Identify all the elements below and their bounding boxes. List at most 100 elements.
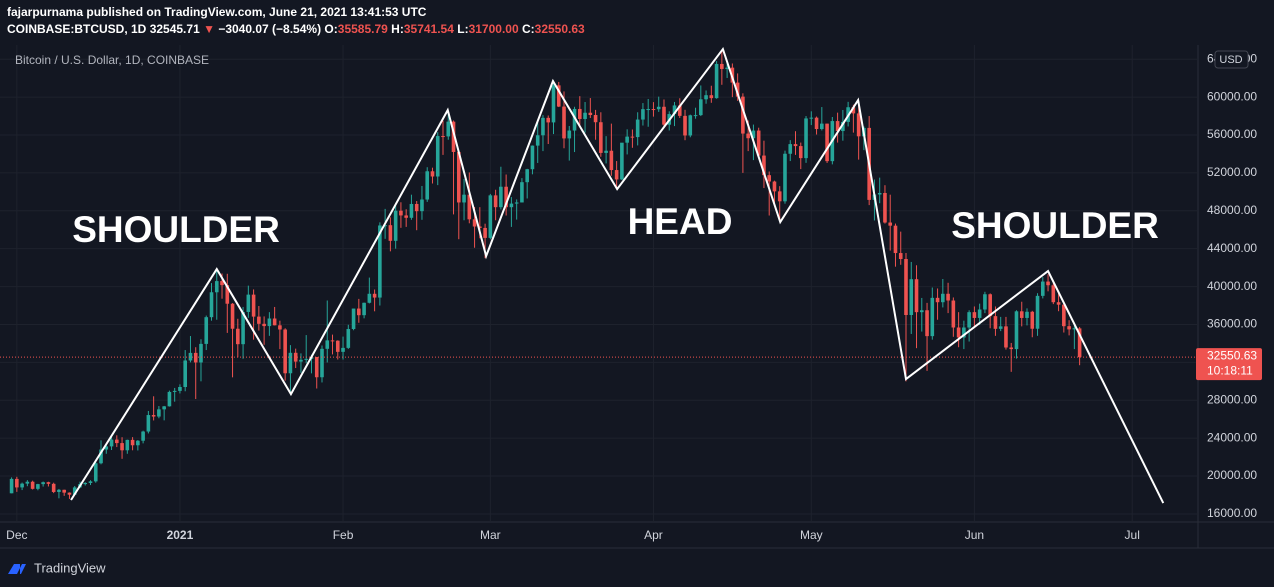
candle-body [262, 323, 266, 327]
ohlc-key: L: [457, 22, 469, 36]
candle-body [720, 63, 724, 69]
candle-body [620, 142, 624, 180]
candle-body [751, 130, 756, 139]
candle-body [525, 169, 529, 183]
candle-body [172, 390, 177, 392]
candle-body [951, 300, 956, 328]
candle-body [1025, 311, 1029, 318]
candle-body [972, 312, 977, 318]
candle-body [220, 281, 224, 286]
candle-body [425, 171, 430, 200]
annotation: HEAD [628, 201, 733, 242]
candle-body [499, 186, 503, 208]
candle-body [967, 312, 971, 328]
candle-body [541, 117, 545, 136]
candle-body [935, 297, 940, 303]
candle-body [488, 195, 493, 238]
candle-body [909, 279, 914, 315]
x-tick-label: May [800, 528, 823, 542]
candle-body [493, 195, 498, 208]
y-tick-label: 48000.00 [1207, 203, 1257, 217]
y-tick-label: 24000.00 [1207, 430, 1257, 444]
candle-body [99, 449, 103, 464]
currency: USD [1219, 54, 1242, 66]
candle-body [357, 308, 361, 316]
x-tick-label: Mar [480, 528, 501, 542]
candle-body [136, 440, 140, 446]
candle-body [520, 182, 524, 203]
candle-body [704, 95, 708, 100]
candle-body [483, 227, 487, 238]
candle-body [1009, 347, 1014, 350]
candle-body [393, 210, 398, 241]
candle-body [209, 292, 214, 318]
countdown: 10:18:11 [1207, 363, 1253, 377]
candle-body [9, 478, 14, 494]
candle-body [893, 225, 898, 254]
x-tick-label: Apr [644, 528, 663, 542]
candle-body [898, 253, 903, 260]
candle-body [115, 439, 119, 444]
y-tick-label: 16000.00 [1207, 506, 1257, 520]
ohlc-key: C: [521, 22, 535, 36]
candle-body [46, 482, 51, 484]
byline: fajarpurnama published on TradingView.co… [7, 5, 427, 19]
candle-body [362, 302, 366, 316]
candle-body [772, 181, 777, 192]
candle-body [346, 329, 351, 348]
x-tick-label: Jun [965, 528, 984, 542]
candle-body [804, 118, 808, 159]
candle-body [178, 387, 182, 391]
arrow: ▼ [203, 22, 215, 36]
candle-body [956, 327, 961, 338]
candle-body [919, 310, 924, 313]
candle-body [162, 406, 166, 410]
candle-body [888, 222, 893, 226]
ohlc-value: 32550.63 [534, 22, 585, 36]
candle-body [941, 293, 945, 303]
candle-body [672, 105, 677, 115]
candle-body [630, 136, 635, 138]
candle-body [193, 352, 198, 363]
candle-body [530, 145, 535, 170]
currency-badge [1214, 50, 1249, 69]
x-tick-label: Dec [6, 528, 27, 542]
ohlc: O:35585.79 H:35741.54 L:31700.00 C:32550… [324, 22, 584, 36]
candle-body [599, 122, 603, 153]
candle-body [320, 348, 324, 378]
candle-body [677, 105, 682, 116]
candle-body [614, 170, 619, 180]
candle-body [572, 108, 577, 131]
candle-body [551, 85, 556, 123]
candle-body [399, 210, 403, 216]
candle-body [430, 171, 435, 177]
candle-body [783, 153, 787, 202]
y-tick-label: 28000.00 [1207, 392, 1257, 406]
candle-body [688, 115, 693, 136]
candle-body [683, 115, 687, 136]
candle-body [151, 415, 156, 417]
candle-body [514, 202, 519, 204]
candle-body [577, 108, 582, 119]
candle-body [883, 192, 887, 223]
candle-body [746, 133, 750, 139]
candle-body [983, 294, 987, 310]
candle-body [1056, 302, 1061, 305]
overlay: 16000.0020000.0024000.0028000.0032000.00… [6, 46, 1262, 542]
candle-body [351, 308, 356, 330]
candle-body [699, 99, 703, 116]
candle-body [762, 155, 766, 176]
candle-body [609, 150, 614, 171]
candle-body [456, 151, 461, 203]
candle-body [993, 316, 998, 329]
candle-body [367, 293, 372, 303]
candle-body [988, 294, 992, 317]
candle-body [257, 316, 261, 324]
candle-body [335, 340, 340, 352]
chart-title: Bitcoin / U.S. Dollar, 1D, COINBASE [15, 53, 209, 67]
candle-body [30, 481, 35, 489]
candle-body [535, 135, 540, 146]
candle-body [504, 186, 508, 208]
symbol: COINBASE:BTCUSD, 1D [7, 22, 147, 36]
